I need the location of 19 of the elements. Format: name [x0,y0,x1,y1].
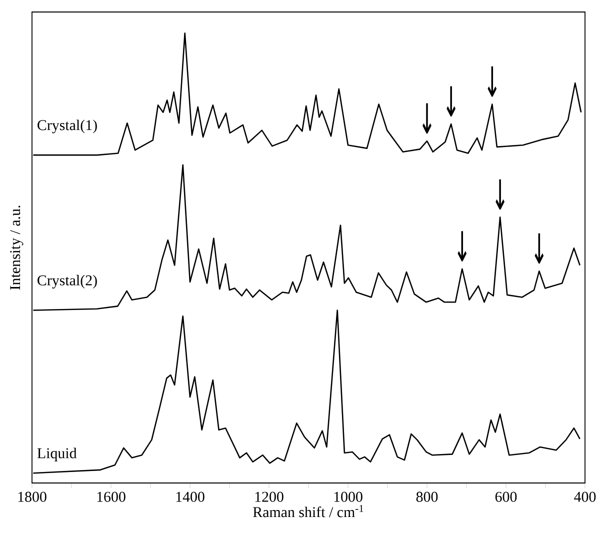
series-label: Crystal(2) [38,274,97,288]
x-tick-label: 1200 [255,492,284,502]
x-axis-title: Raman shift / cm$^{-1}$ [253,504,364,518]
x-tick-label: 1000 [334,492,362,502]
x-tick-label: 1400 [176,492,204,502]
x-tick-label: 800 [416,492,438,502]
x-tick-label: 400 [574,492,596,502]
annotation: ↓ [496,179,504,210]
annotation: ↓ [534,233,544,264]
series-label: Liquid [37,448,77,462]
series-label: Crystal(1) [38,120,97,134]
annotation: ↓ [422,103,432,134]
x-tick-label: 1800 [18,492,46,502]
x-tick-label: 1600 [97,492,126,502]
annotation: ↓ [458,231,467,262]
x-tick-label: 600 [495,492,517,502]
annotation: ↓ [488,66,497,97]
y-axis-title: Intensity / a.u. [10,206,24,290]
annotation: ↓ [446,86,456,117]
